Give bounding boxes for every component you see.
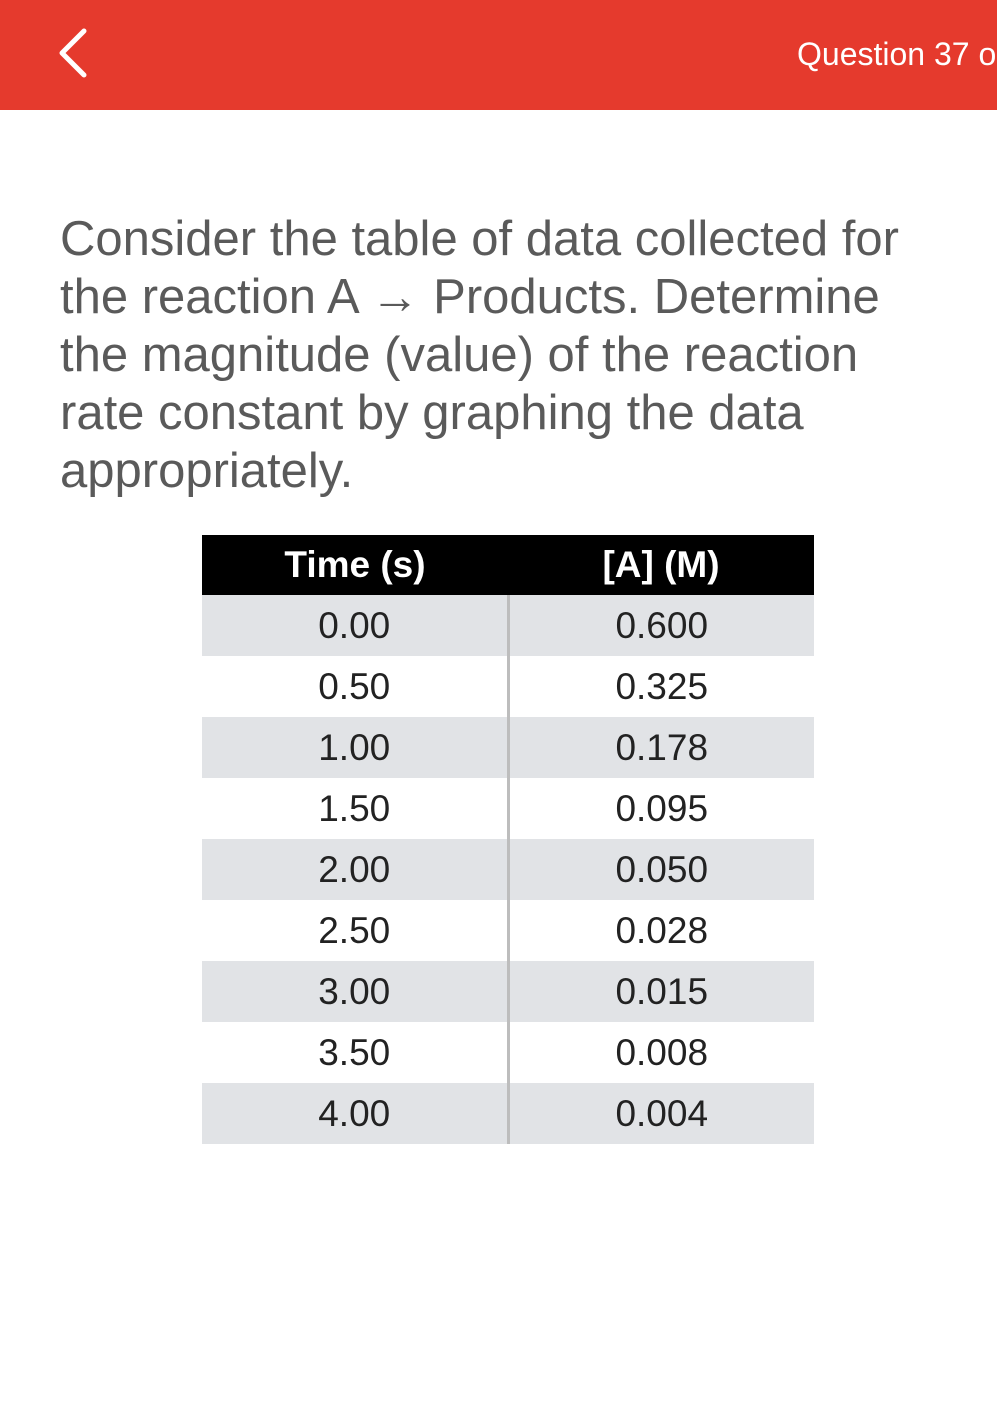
table-row: 1.50 0.095: [202, 778, 814, 839]
table-cell: 0.095: [615, 787, 709, 829]
table-cell: 0.004: [508, 1083, 814, 1144]
column-header: [A] (M): [508, 535, 814, 595]
table-cell: 0.50: [202, 656, 510, 717]
data-table: Time (s) [A] (M) 0.00 0.600 0.50 0.325 1.00 0.…: [202, 535, 814, 1144]
table-row: 0.00 0.600: [202, 595, 814, 656]
column-header: Time (s): [202, 535, 508, 595]
table-header: Time (s) [A] (M): [202, 535, 814, 595]
question-text: Consider the table of data collected for…: [60, 212, 899, 498]
table-cell: 0.008: [615, 1031, 709, 1073]
table-cell: 0.015: [508, 961, 814, 1022]
table-cell: 0.600: [508, 595, 814, 656]
table-cell: 0.325: [615, 665, 709, 707]
question-number: Question 37 o: [797, 36, 997, 72]
table-row: 1.00 0.178: [202, 717, 814, 778]
table-row: 2.50 0.028: [202, 900, 814, 961]
table-row: 3.00 0.015: [202, 961, 814, 1022]
table-cell: 0.00: [202, 595, 510, 656]
table-row: 0.50 0.325: [202, 656, 814, 717]
table-row: 2.00 0.050: [202, 839, 814, 900]
top-bar: Question 37 o: [0, 0, 997, 110]
table-cell: 0.178: [508, 717, 814, 778]
table-cell: 2.50: [202, 900, 510, 961]
table-cell: 3.50: [202, 1022, 510, 1083]
table-cell: 4.00: [202, 1083, 510, 1144]
table-cell: 1.50: [202, 778, 510, 839]
table-cell: 0.028: [615, 909, 709, 951]
table-body: 0.00 0.600 0.50 0.325 1.00 0.178 1.50 0.095 2.00…: [202, 595, 814, 1144]
table-cell: 2.00: [202, 839, 510, 900]
table-row: 4.00 0.004: [202, 1083, 814, 1144]
table-row: 3.50 0.008: [202, 1022, 814, 1083]
table-cell: 0.050: [508, 839, 814, 900]
table-cell: 3.00: [202, 961, 510, 1022]
back-button[interactable]: [52, 25, 92, 81]
table-cell: 1.00: [202, 717, 510, 778]
